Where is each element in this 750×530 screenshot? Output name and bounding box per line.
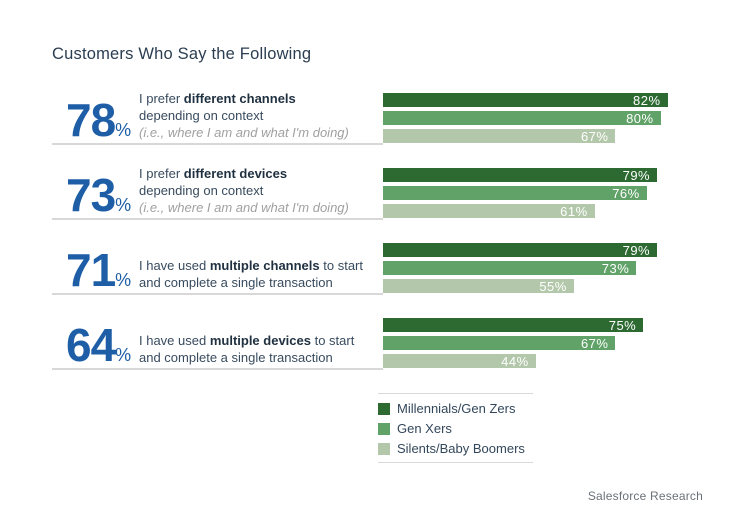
bar-group: 79% 73% 55% [383,243,735,295]
bar-value-label: 79% [622,167,651,183]
overall-stat-value: 73 [66,169,116,222]
statement-line-1: I have used multiple channels to start [139,258,363,273]
legend-swatch-dark-green [378,402,390,415]
percent-sign: % [115,270,132,291]
statement-line-1: I prefer different devices [139,166,288,181]
bar-millennials-gen-zers: 79% [383,242,658,258]
bar-silents-baby-boomers: 61% [383,203,595,219]
bar-track: 82% [383,92,730,108]
statement-text: I prefer different channels depending on… [139,90,381,143]
bar-value-label: 82% [633,92,661,108]
bar-gen-xers: 73% [383,260,637,276]
legend-swatch-mid-green [378,422,390,435]
bar-value-label: 61% [560,203,588,219]
bar-gen-xers: 67% [383,335,616,351]
bar-silents-baby-boomers: 44% [383,353,536,369]
bar-track: 75% [383,317,730,333]
stat-group-text: 71% I have used multiple channels to sta… [52,243,383,295]
stat-group-multiple-devices: 64% I have used multiple devices to star… [52,318,750,370]
legend-label: Millennials/Gen Zers [397,401,516,416]
page-title: Customers Who Say the Following [52,45,312,63]
statement-line-1: I prefer different channels [139,91,296,106]
bar-gen-xers: 80% [383,110,661,126]
bar-value-label: 75% [608,317,637,333]
bar-track: 67% [383,128,730,144]
bar-value-label: 55% [539,278,567,294]
stat-group-text: 64% I have used multiple devices to star… [52,318,383,370]
bar-value-label: 67% [580,335,609,351]
stat-group-different-devices: 73% I prefer different devices depending… [52,165,750,220]
bar-gen-xers: 76% [383,185,647,201]
bar-track: 79% [383,242,730,258]
legend-item-millennials: Millennials/Gen Zers [378,401,533,416]
bar-millennials-gen-zers: 79% [383,167,658,183]
statement-line-3: (i.e., where I am and what I'm doing) [139,200,349,215]
bar-millennials-gen-zers: 75% [383,317,644,333]
bar-value-label: 73% [601,260,630,276]
source-attribution: Salesforce Research [587,489,703,503]
percent-sign: % [115,345,132,366]
bar-group: 79% 76% 61% [383,168,735,220]
statement-text: I have used multiple devices to start an… [139,332,381,368]
bar-track: 55% [383,278,730,294]
legend-label: Gen Xers [397,421,452,436]
statement-line-3: (i.e., where I am and what I'm doing) [139,125,349,140]
statement-line-2: and complete a single transaction [139,275,333,290]
bar-group: 75% 67% 44% [383,318,735,370]
percent-sign: % [115,195,132,216]
stat-group-multiple-channels: 71% I have used multiple channels to sta… [52,243,750,295]
bar-millennials-gen-zers: 82% [383,92,668,108]
stat-group-text: 78% I prefer different channels dependin… [52,90,383,145]
bar-value-label: 76% [612,185,640,201]
bar-track: 76% [383,185,730,201]
overall-stat: 73% [66,172,139,218]
overall-stat-value: 64 [66,319,116,372]
bar-silents-baby-boomers: 55% [383,278,574,294]
overall-stat-value: 71 [66,244,116,297]
statement-line-1: I have used multiple devices to start [139,333,355,348]
bar-track: 73% [383,260,730,276]
statement-line-2: depending on context [139,108,264,123]
chart-legend: Millennials/Gen Zers Gen Xers Silents/Ba… [378,393,533,463]
statement-line-2: depending on context [139,183,264,198]
bar-track: 61% [383,203,730,219]
legend-label: Silents/Baby Boomers [397,441,525,456]
bar-value-label: 44% [501,353,529,369]
percent-sign: % [115,120,132,141]
stat-group-text: 73% I prefer different devices depending… [52,165,383,220]
bar-track: 79% [383,167,730,183]
overall-stat: 78% [66,97,139,143]
bar-track: 80% [383,110,730,126]
bar-silents-baby-boomers: 67% [383,128,616,144]
stat-group-different-channels: 78% I prefer different channels dependin… [52,90,750,145]
bar-track: 67% [383,335,730,351]
overall-stat-value: 78 [66,94,116,147]
statement-text: I have used multiple channels to start a… [139,257,381,293]
statement-line-2: and complete a single transaction [139,350,333,365]
legend-item-gen-xers: Gen Xers [378,421,533,436]
bar-value-label: 67% [580,128,609,144]
bar-group: 82% 80% 67% [383,93,735,145]
legend-item-silents-boomers: Silents/Baby Boomers [378,441,533,456]
overall-stat: 64% [66,322,139,368]
bar-track: 44% [383,353,730,369]
bar-value-label: 79% [622,242,651,258]
statement-text: I prefer different devices depending on … [139,165,381,218]
legend-swatch-light-green [378,442,390,455]
overall-stat: 71% [66,247,139,293]
bar-value-label: 80% [626,110,654,126]
